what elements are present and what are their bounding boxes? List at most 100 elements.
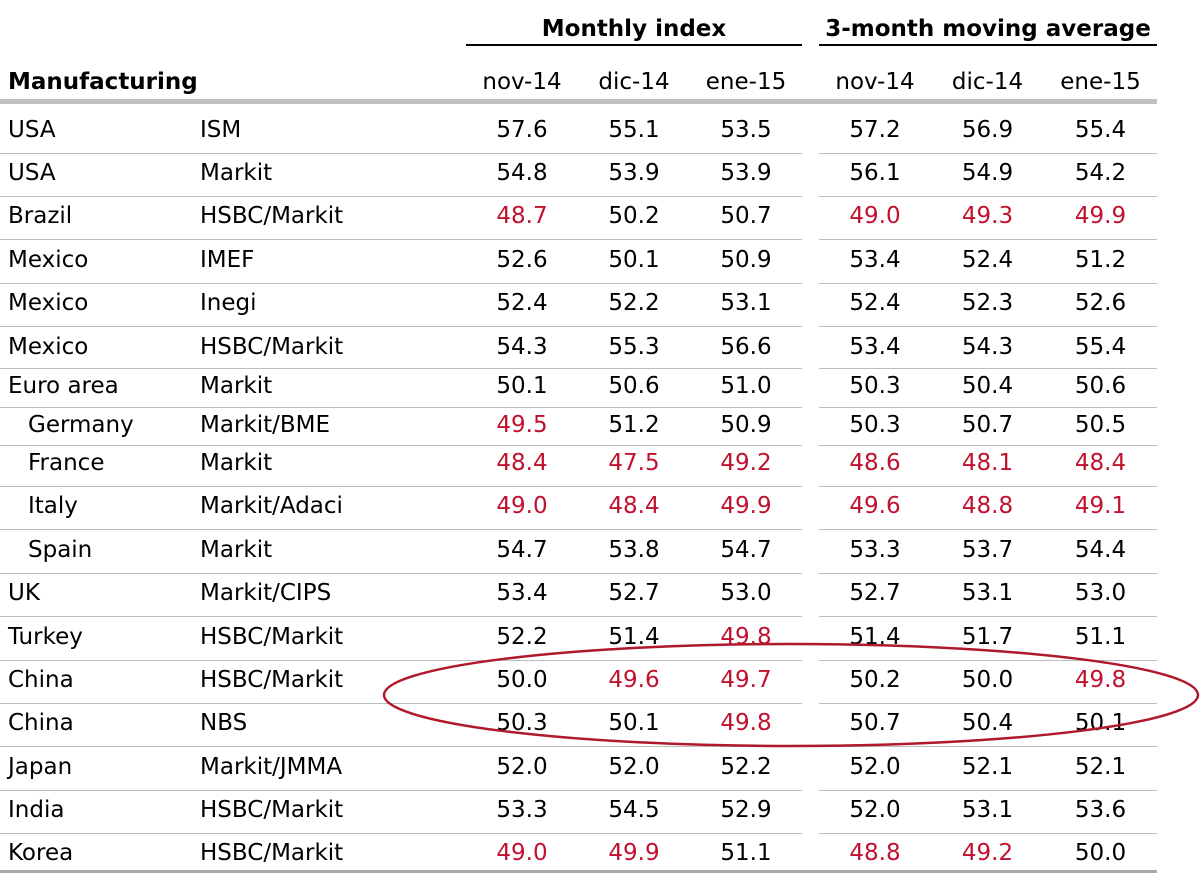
value-cell: 53.4 (849, 247, 901, 273)
value-cell: 48.4 (608, 493, 660, 519)
value-cell: 51.1 (720, 840, 772, 866)
value-cell: 54.8 (496, 160, 548, 186)
column-header: nov-14 (482, 69, 562, 95)
value-cell: 50.5 (1074, 412, 1127, 438)
value-cell: 49.2 (961, 840, 1014, 866)
country-cell: Mexico (8, 334, 89, 360)
country-cell: Turkey (8, 624, 83, 650)
value-cell: 50.3 (849, 373, 901, 399)
value-cell: 49.8 (720, 624, 772, 650)
value-cell: 49.1 (1074, 493, 1127, 519)
value-cell: 50.1 (608, 710, 660, 736)
value-cell: 56.9 (961, 117, 1014, 143)
country-cell: Brazil (8, 203, 73, 229)
column-header: dic-14 (598, 69, 670, 95)
value-cell: 48.8 (849, 840, 901, 866)
country-cell: USA (8, 117, 56, 143)
value-cell: 48.4 (1074, 450, 1127, 476)
row-separator (0, 573, 802, 574)
value-cell: 54.3 (961, 334, 1014, 360)
value-cell: 52.4 (849, 290, 901, 316)
source-cell: HSBC/Markit (200, 334, 344, 360)
row-separator (0, 529, 802, 530)
value-cell: 52.0 (849, 754, 901, 780)
source-cell: Markit/JMMA (200, 754, 343, 780)
row-separator (0, 368, 802, 369)
source-cell: Inegi (200, 290, 257, 316)
row-separator (819, 196, 1157, 197)
value-cell: 51.7 (961, 624, 1014, 650)
country-cell: USA (8, 160, 56, 186)
value-cell: 52.9 (720, 797, 772, 823)
monthly-index-rule (466, 44, 802, 46)
country-cell: India (8, 797, 65, 823)
value-cell: 53.3 (496, 797, 548, 823)
value-cell: 50.7 (961, 412, 1014, 438)
value-cell: 54.9 (961, 160, 1014, 186)
country-cell: China (8, 667, 74, 693)
value-cell: 52.1 (1074, 754, 1127, 780)
source-cell: Markit/CIPS (200, 580, 332, 606)
row-separator (819, 529, 1157, 530)
value-cell: 53.6 (1074, 797, 1127, 823)
value-cell: 49.3 (961, 203, 1014, 229)
value-cell: 50.2 (849, 667, 901, 693)
row-separator (0, 833, 802, 834)
bottom-rule (0, 870, 1157, 873)
row-separator (819, 445, 1157, 446)
row-separator (819, 407, 1157, 408)
value-cell: 56.1 (849, 160, 901, 186)
source-cell: Markit (200, 373, 273, 399)
source-cell: Markit/BME (200, 412, 331, 438)
country-cell: Mexico (8, 247, 89, 273)
value-cell: 53.4 (849, 334, 901, 360)
value-cell: 53.4 (496, 580, 548, 606)
row-separator (0, 239, 802, 240)
row-separator (819, 833, 1157, 834)
header-rule (0, 99, 1157, 104)
value-cell: 53.9 (608, 160, 660, 186)
value-cell: 52.4 (496, 290, 548, 316)
value-cell: 51.2 (1074, 247, 1127, 273)
country-cell: Euro area (8, 373, 119, 399)
country-cell: Mexico (8, 290, 89, 316)
value-cell: 53.5 (720, 117, 772, 143)
value-cell: 57.2 (849, 117, 901, 143)
value-cell: 52.6 (496, 247, 548, 273)
source-cell: HSBC/Markit (200, 840, 344, 866)
column-header: ene-15 (705, 69, 787, 95)
value-cell: 50.7 (720, 203, 772, 229)
value-cell: 53.1 (720, 290, 772, 316)
source-cell: HSBC/Markit (200, 203, 344, 229)
source-cell: Markit (200, 537, 273, 563)
value-cell: 50.4 (961, 710, 1014, 736)
country-cell: China (8, 710, 74, 736)
value-cell: 55.1 (608, 117, 660, 143)
value-cell: 53.7 (961, 537, 1014, 563)
value-cell: 51.1 (1074, 624, 1127, 650)
value-cell: 54.7 (720, 537, 772, 563)
value-cell: 52.3 (961, 290, 1014, 316)
value-cell: 54.7 (496, 537, 548, 563)
value-cell: 50.4 (961, 373, 1014, 399)
value-cell: 50.0 (961, 667, 1014, 693)
value-cell: 48.7 (496, 203, 548, 229)
row-separator (819, 368, 1157, 369)
value-cell: 47.5 (608, 450, 660, 476)
row-separator (0, 790, 802, 791)
value-cell: 51.2 (608, 412, 660, 438)
value-cell: 50.3 (496, 710, 548, 736)
country-cell: Korea (8, 840, 74, 866)
moving-average-header: 3-month moving average (825, 16, 1151, 42)
value-cell: 49.6 (849, 493, 901, 519)
row-separator (0, 703, 802, 704)
source-cell: ISM (200, 117, 242, 143)
value-cell: 49.9 (608, 840, 660, 866)
value-cell: 49.0 (849, 203, 901, 229)
value-cell: 50.6 (608, 373, 660, 399)
value-cell: 49.6 (608, 667, 660, 693)
row-separator (819, 326, 1157, 327)
row-separator (819, 660, 1157, 661)
row-separator (819, 573, 1157, 574)
